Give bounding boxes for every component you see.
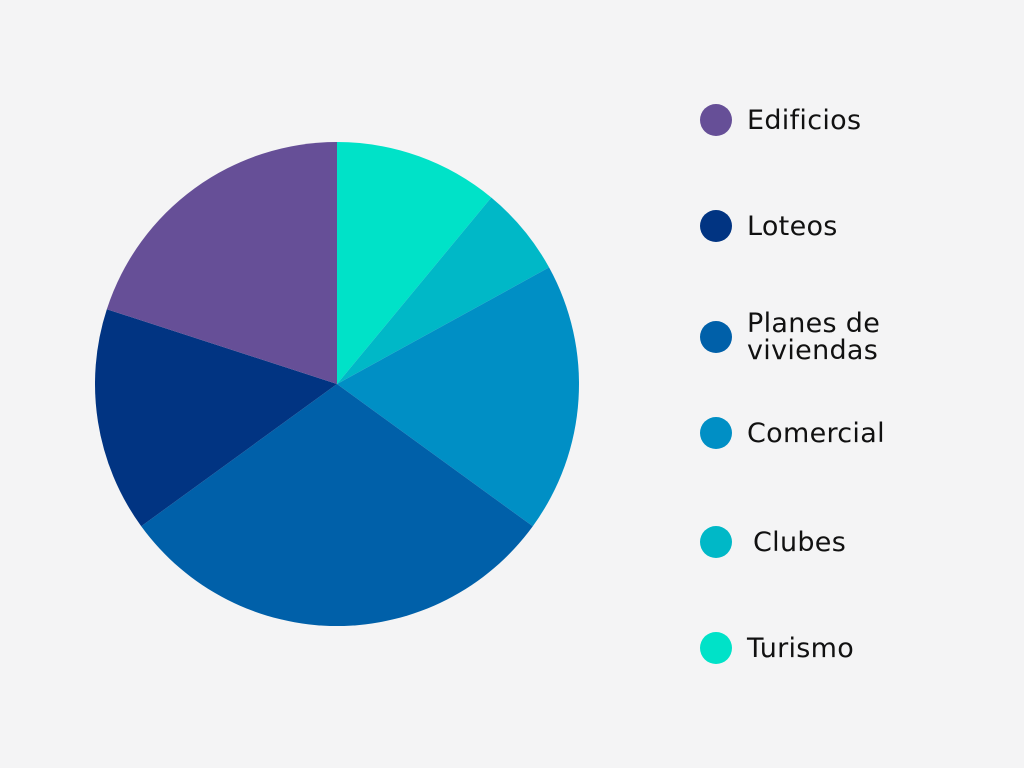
pie-chart [94, 142, 579, 626]
legend-label-edificios: Edificios [747, 104, 862, 136]
legend-item-clubes: Clubes [700, 526, 846, 558]
pie-slice-clubes [337, 197, 550, 384]
legend-swatch-edificios [700, 104, 732, 136]
legend-item-loteos: Loteos [700, 210, 838, 242]
pie-slice-edificios [106, 142, 337, 384]
pie-slice-turismo [337, 142, 492, 384]
pie-slice-loteos [94, 309, 338, 527]
legend-item-edificios: Edificios [700, 104, 861, 136]
legend-label-planes-de-viviendas: Planes de viviendas [747, 308, 881, 366]
legend-item-planes-de-viviendas: Planes de viviendas [700, 310, 937, 364]
legend-label-clubes: Clubes [753, 526, 847, 558]
legend-item-turismo: Turismo [700, 632, 854, 664]
legend-swatch-loteos [700, 210, 732, 242]
pie-slice-comercial [337, 267, 579, 527]
legend-label-loteos: Loteos [747, 210, 838, 242]
legend-label-comercial: Comercial [747, 417, 885, 449]
legend-swatch-comercial [700, 417, 732, 449]
pie-slice-planes-de-viviendas [141, 384, 533, 626]
legend-label-turismo: Turismo [747, 632, 855, 664]
legend-swatch-clubes [700, 526, 732, 558]
legend-swatch-planes-de-viviendas [700, 321, 732, 353]
legend-item-comercial: Comercial [700, 417, 885, 449]
legend-swatch-turismo [700, 632, 732, 664]
